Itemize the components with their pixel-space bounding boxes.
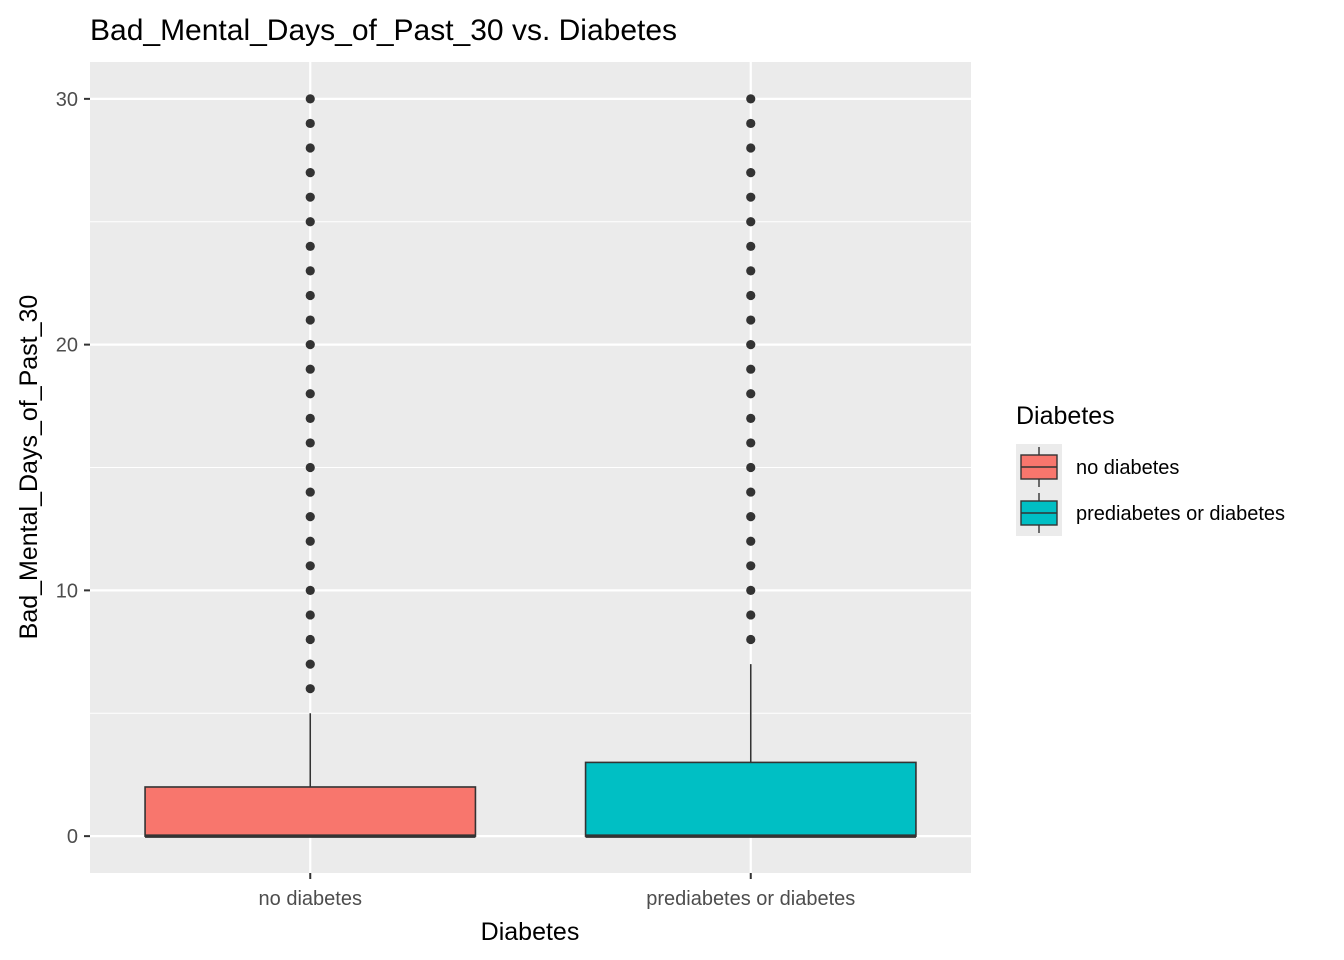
box-prediabetes-or-diabetes [584,94,917,838]
legend-key-prediabetes-or-diabetes [1016,490,1062,536]
outlier-point [305,561,315,571]
box-no-diabetes [144,94,477,838]
outlier-point [746,634,756,645]
boxplot-series [144,94,917,838]
outlier-point [746,217,756,227]
outlier-point [305,438,315,448]
y-axis-title: Bad_Mental_Days_of_Past_30 [15,295,43,640]
outlier-point [746,585,756,595]
outlier-point [305,167,315,178]
outlier-point [746,536,756,546]
outlier-point [305,413,315,423]
outlier-point [746,561,756,571]
outlier-point [746,389,756,399]
outlier-point [305,487,315,497]
outlier-point [305,684,315,694]
outlier-point [746,118,756,129]
legend-key-no-diabetes [1016,444,1062,490]
outlier-point [305,536,315,546]
outlier-point [305,217,315,227]
outlier-point [305,634,315,645]
outlier-point [305,659,315,669]
outlier-point [746,94,756,104]
outlier-point [746,143,756,153]
outlier-point [305,610,315,620]
outlier-point [305,315,315,325]
outlier-point [746,266,756,276]
y-tick-label: 20 [56,335,78,357]
outlier-point [746,512,756,522]
outlier-point [305,290,315,301]
outlier-point [305,266,315,276]
outlier-point [305,94,315,104]
outlier-point [746,487,756,497]
outlier-point [746,167,756,178]
outlier-point [305,512,315,522]
outlier-point [746,340,756,350]
box-iqr [144,786,477,837]
outlier-point [305,462,315,473]
legend: Diabetes no diabetes prediabetes or diabe… [1016,402,1285,536]
outlier-point [746,315,756,325]
outlier-point [746,462,756,473]
outlier-point [305,118,315,129]
outlier-point [746,241,756,251]
x-axis: no diabetes prediabetes or diabetes [259,873,855,910]
outlier-point [746,610,756,620]
y-axis: 0 10 20 30 [56,89,90,848]
outlier-point [305,192,315,202]
box-iqr [584,761,917,837]
outlier-point [746,290,756,301]
legend-label: prediabetes or diabetes [1076,503,1285,525]
outlier-point [746,192,756,202]
outlier-point [746,364,756,374]
x-axis-title: Diabetes [481,918,580,946]
legend-title: Diabetes [1016,402,1115,430]
outlier-point [305,364,315,374]
chart-title: Bad_Mental_Days_of_Past_30 vs. Diabetes [90,14,677,47]
outlier-point [305,340,315,350]
outlier-point [305,389,315,399]
minor-gridlines [90,221,971,714]
outlier-point [305,241,315,251]
outlier-point [305,143,315,153]
x-tick-label: no diabetes [259,888,362,910]
outlier-point [746,438,756,448]
y-tick-label: 30 [56,89,78,111]
y-tick-label: 10 [56,580,78,602]
outlier-point [305,585,315,595]
x-tick-label: prediabetes or diabetes [646,888,855,910]
outlier-point [746,413,756,423]
y-tick-label: 0 [67,826,78,848]
legend-label: no diabetes [1076,457,1179,479]
